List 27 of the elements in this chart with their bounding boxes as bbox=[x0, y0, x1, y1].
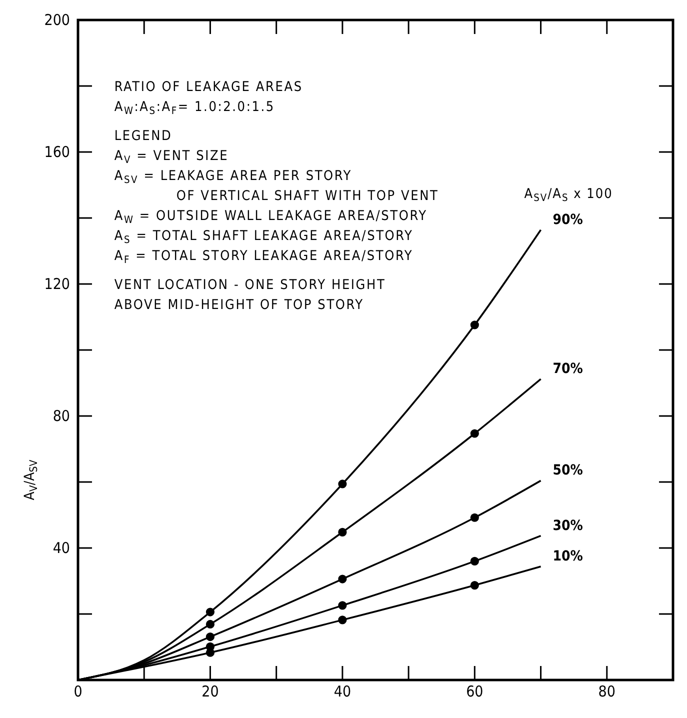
annotation: A$_{SV}$ = LEAKAGE AREA PER STORY bbox=[114, 168, 352, 186]
annotation: OF VERTICAL SHAFT WITH TOP VENT bbox=[176, 188, 439, 204]
annotation: A$_{V}$ = VENT SIZE bbox=[114, 148, 229, 166]
annotation: RATIO OF LEAKAGE AREAS bbox=[114, 79, 303, 95]
annotation: A$_{F}$ = TOTAL STORY LEAKAGE AREA/STORY bbox=[114, 248, 414, 266]
y-tick-label: 80 bbox=[52, 406, 70, 425]
y-tick-label: 200 bbox=[44, 10, 70, 29]
x-tick-label: 0 bbox=[74, 682, 82, 701]
series-label: 90% bbox=[552, 212, 584, 228]
x-tick-label: 80 bbox=[598, 682, 616, 701]
series-label: 30% bbox=[552, 518, 584, 534]
annotation: ABOVE MID-HEIGHT OF TOP STORY bbox=[114, 297, 364, 313]
x-tick-label: 20 bbox=[202, 682, 219, 701]
annotation: VENT LOCATION - ONE STORY HEIGHT bbox=[114, 277, 386, 293]
x-tick-label: 40 bbox=[334, 682, 352, 701]
annotation: LEGEND bbox=[114, 128, 172, 144]
annotation: A$_{SV}$/A$_{S}$ x 100 bbox=[524, 186, 613, 204]
x-tick-label: 60 bbox=[466, 682, 484, 701]
series-label: 10% bbox=[552, 548, 584, 564]
annotation: A$_{S}$ = TOTAL SHAFT LEAKAGE AREA/STORY bbox=[114, 228, 414, 246]
annotation: A$_{W}$ = OUTSIDE WALL LEAKAGE AREA/STORY bbox=[114, 208, 428, 226]
y-tick-label: 120 bbox=[44, 274, 70, 293]
series-label: 70% bbox=[552, 361, 584, 378]
y-tick-label: 160 bbox=[44, 142, 70, 161]
annotation: A$_{W}$:A$_{S}$:A$_{F}$= 1.0:2.0:1.5 bbox=[114, 99, 275, 117]
series-label: 50% bbox=[552, 462, 584, 479]
y-tick-label: 40 bbox=[52, 538, 70, 557]
